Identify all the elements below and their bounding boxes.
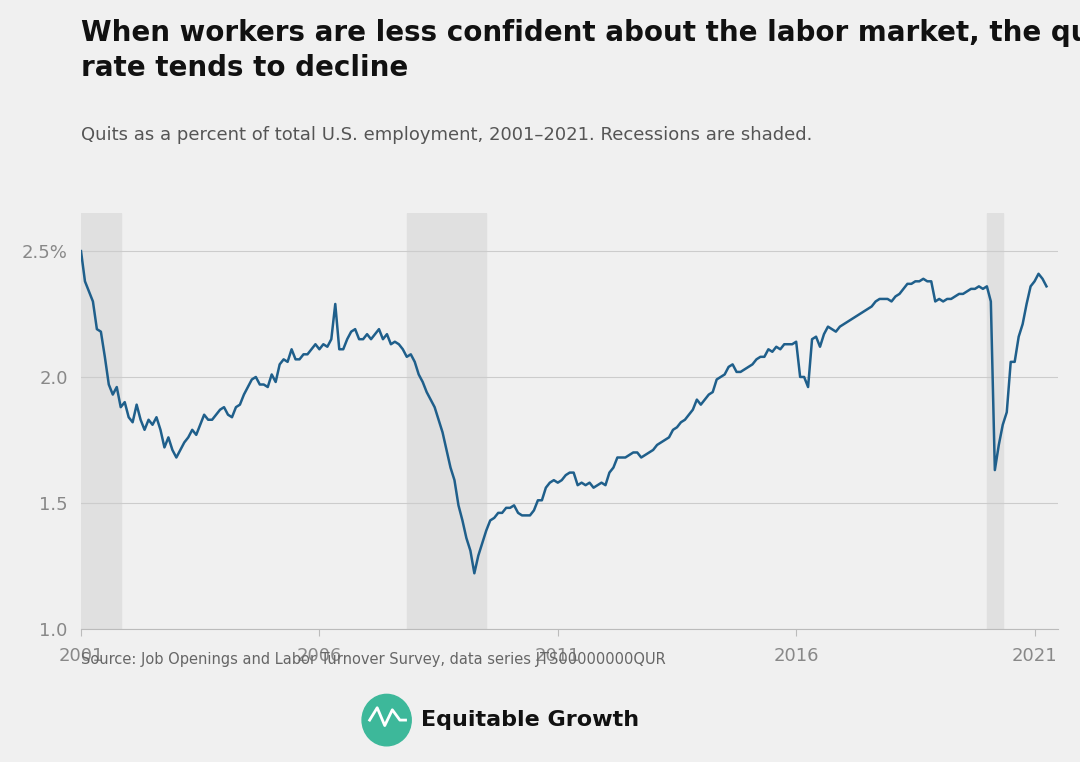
Text: Equitable Growth: Equitable Growth (421, 710, 638, 730)
Ellipse shape (362, 694, 411, 746)
Bar (987, 213, 1002, 629)
Text: When workers are less confident about the labor market, the quits
rate tends to : When workers are less confident about th… (81, 19, 1080, 82)
Text: Source: Job Openings and Labor Turnover Survey, data series JTS00000000QUR: Source: Job Openings and Labor Turnover … (81, 652, 665, 667)
Text: Quits as a percent of total U.S. employment, 2001–2021. Recessions are shaded.: Quits as a percent of total U.S. employm… (81, 126, 812, 144)
Bar (81, 213, 121, 629)
Bar (407, 213, 486, 629)
